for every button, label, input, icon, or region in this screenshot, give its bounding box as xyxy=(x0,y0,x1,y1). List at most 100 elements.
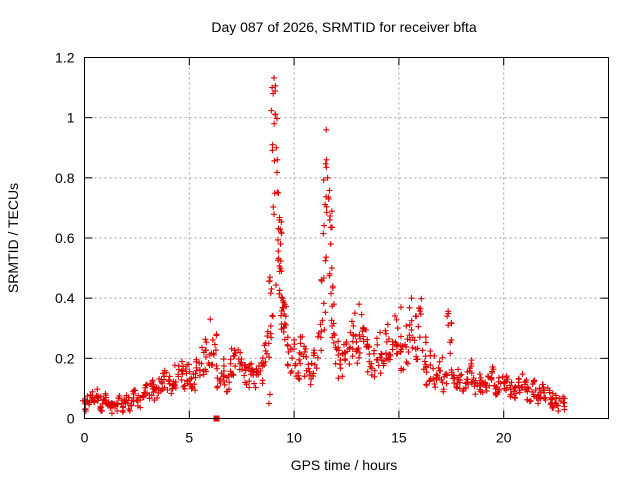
data-point xyxy=(320,176,327,183)
data-point xyxy=(182,366,189,373)
data-point xyxy=(101,397,108,404)
y-tick-label: 1.2 xyxy=(55,50,75,66)
data-point xyxy=(272,82,279,89)
data-point xyxy=(84,399,91,406)
data-point xyxy=(506,382,513,389)
data-point xyxy=(373,356,380,363)
y-tick-label: 1 xyxy=(67,110,75,126)
x-tick-label: 0 xyxy=(81,430,89,446)
data-point xyxy=(447,339,454,346)
data-point xyxy=(268,107,275,114)
data-point xyxy=(314,354,321,361)
data-point xyxy=(275,189,282,196)
data-point xyxy=(277,241,284,248)
data-point xyxy=(207,316,214,323)
data-point xyxy=(328,317,335,324)
data-point xyxy=(436,358,443,365)
data-point xyxy=(289,355,296,362)
data-point xyxy=(123,397,130,404)
data-point xyxy=(221,381,228,388)
data-point xyxy=(172,384,179,391)
data-point xyxy=(444,372,451,379)
data-point xyxy=(335,375,342,382)
data-point xyxy=(335,347,342,354)
data-point xyxy=(357,335,364,342)
data-point xyxy=(423,382,430,389)
data-point xyxy=(203,368,210,375)
data-point xyxy=(132,387,139,394)
data-point xyxy=(330,320,337,327)
data-point xyxy=(354,360,361,367)
data-point xyxy=(408,317,415,324)
data-point xyxy=(181,382,188,389)
data-point xyxy=(337,361,344,368)
data-point xyxy=(154,394,161,401)
data-point xyxy=(264,328,271,335)
data-point xyxy=(296,376,303,383)
data-point xyxy=(319,317,326,324)
data-point xyxy=(323,164,330,171)
data-point xyxy=(448,319,455,326)
data-point xyxy=(468,360,475,367)
data-point xyxy=(302,345,309,352)
data-point xyxy=(541,395,548,402)
data-point xyxy=(164,386,171,393)
data-point xyxy=(495,374,502,381)
data-point xyxy=(108,410,115,417)
data-point xyxy=(235,356,242,363)
data-point xyxy=(211,341,218,348)
data-point xyxy=(269,84,276,91)
data-point xyxy=(422,339,429,346)
data-point xyxy=(278,268,285,275)
data-point xyxy=(296,356,303,363)
data-point xyxy=(529,381,536,388)
data-point xyxy=(335,344,342,351)
data-point xyxy=(102,390,109,397)
data-point xyxy=(409,344,416,351)
data-point xyxy=(398,365,405,372)
data-point xyxy=(415,305,422,312)
data-point xyxy=(281,301,288,308)
data-point xyxy=(288,346,295,353)
data-point xyxy=(382,350,389,357)
data-point xyxy=(335,338,342,345)
data-point xyxy=(368,365,375,372)
data-point xyxy=(214,375,221,382)
data-point xyxy=(382,327,389,334)
data-point xyxy=(397,348,404,355)
y-axis-label: SRMTID / TECUs xyxy=(5,183,21,293)
data-point xyxy=(472,391,479,398)
data-point xyxy=(188,375,195,382)
data-point xyxy=(320,300,327,307)
data-point xyxy=(393,342,400,349)
data-point xyxy=(322,309,329,316)
data-point xyxy=(384,321,391,328)
data-point xyxy=(546,389,553,396)
data-point xyxy=(378,351,385,358)
data-point xyxy=(291,341,298,348)
data-point xyxy=(447,350,454,357)
data-point xyxy=(248,360,255,367)
data-point xyxy=(414,345,421,352)
data-point xyxy=(468,357,475,364)
axis-ticks: 0 0.2 0.4 0.6 0.8 1 1.2 0 5 10 15 20 xyxy=(55,50,609,446)
data-point xyxy=(220,373,227,380)
data-point xyxy=(405,348,412,355)
data-point xyxy=(416,334,423,341)
data-point xyxy=(270,203,277,210)
data-point xyxy=(297,360,304,367)
data-point xyxy=(349,345,356,352)
data-point xyxy=(423,364,430,371)
data-point xyxy=(198,360,205,367)
chart-title: Day 087 of 2026, SRMTID for receiver bft… xyxy=(211,19,477,35)
data-point xyxy=(406,304,413,311)
data-point xyxy=(553,394,560,401)
data-point xyxy=(210,350,217,357)
data-point xyxy=(462,384,469,391)
data-point xyxy=(147,380,154,387)
data-point xyxy=(408,326,415,333)
data-point xyxy=(430,365,437,372)
data-point xyxy=(293,373,300,380)
data-point xyxy=(450,375,457,382)
y-tick-label: 0.2 xyxy=(55,350,75,366)
